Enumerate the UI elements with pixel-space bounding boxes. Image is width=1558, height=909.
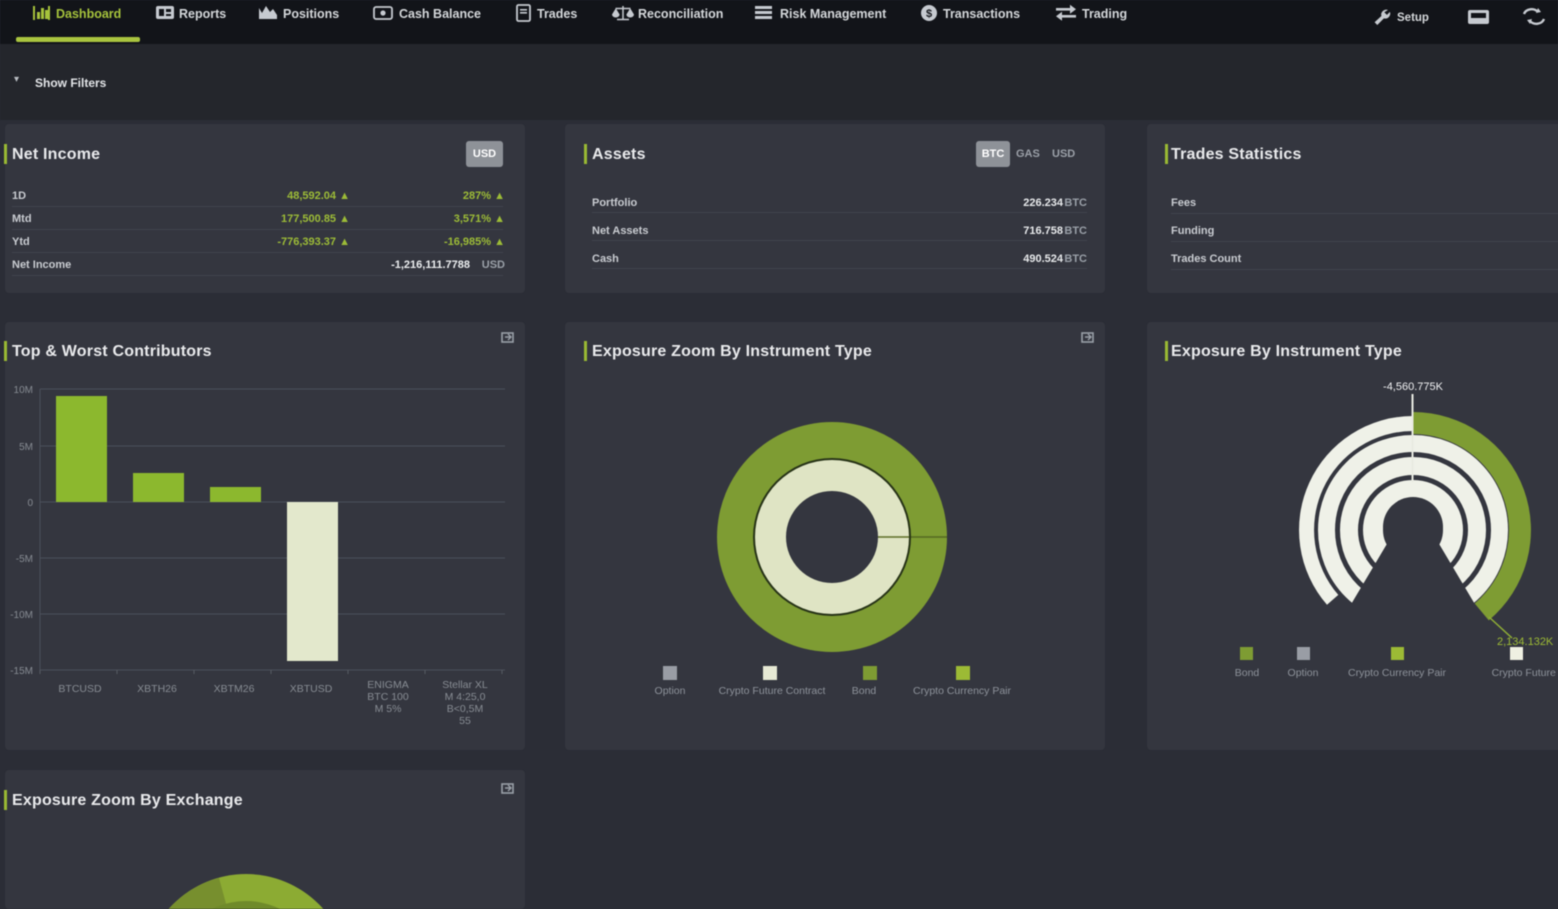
svg-text:ENIGMA: ENIGMA	[367, 679, 408, 691]
svg-text:-5M: -5M	[16, 554, 33, 565]
svg-text:Crypto Currency Pair: Crypto Currency Pair	[913, 685, 1012, 697]
svg-text:BTC 100: BTC 100	[367, 691, 409, 703]
svg-text:Option: Option	[1288, 667, 1319, 679]
svg-text:XBTUSD: XBTUSD	[290, 683, 333, 695]
svg-text:Crypto Future Contract: Crypto Future Contract	[719, 685, 826, 697]
svg-text:5M: 5M	[19, 442, 33, 453]
svg-text:Crypto Future Contract: Crypto Future Contract	[1492, 667, 1558, 679]
svg-text:XBTM26: XBTM26	[214, 683, 255, 695]
svg-text:-10M: -10M	[10, 610, 33, 621]
svg-text:M 5%: M 5%	[375, 703, 402, 715]
svg-text:Bond: Bond	[1235, 667, 1260, 679]
svg-text:-4,560.775K: -4,560.775K	[1383, 381, 1444, 393]
svg-text:$: $	[926, 8, 932, 20]
svg-text:Crypto Currency Pair: Crypto Currency Pair	[1348, 667, 1447, 679]
svg-text:M 4:25,0: M 4:25,0	[445, 691, 486, 703]
svg-text:Bond: Bond	[852, 685, 877, 697]
svg-text:-15M: -15M	[10, 666, 33, 677]
svg-text:0: 0	[27, 498, 33, 509]
svg-text:BTCUSD: BTCUSD	[58, 683, 102, 695]
svg-text:Option: Option	[655, 685, 686, 697]
svg-text:10M: 10M	[14, 385, 33, 396]
svg-text:55: 55	[459, 715, 471, 727]
svg-text:2,134.132K: 2,134.132K	[1497, 636, 1554, 648]
svg-text:XBTH26: XBTH26	[137, 683, 177, 695]
svg-text:Stellar XL: Stellar XL	[442, 679, 488, 691]
svg-text:B<0,5M: B<0,5M	[447, 703, 483, 715]
